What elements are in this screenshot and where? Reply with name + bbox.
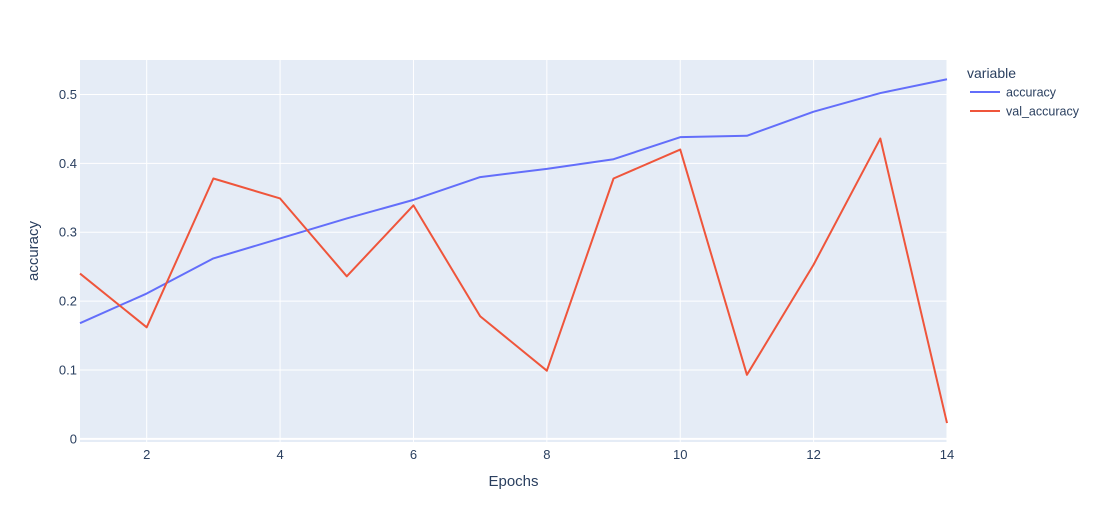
legend-title: variable — [967, 65, 1016, 81]
series-line-val-accuracy[interactable] — [79, 137, 948, 424]
x-tick-label: 12 — [806, 447, 820, 462]
x-tick-label: 8 — [543, 447, 550, 462]
x-tick-label: 6 — [410, 447, 417, 462]
x-tick-label: 10 — [673, 447, 687, 462]
legend-item-val-accuracy[interactable]: val_accuracy — [970, 105, 1080, 119]
x-axis-title: Epochs — [488, 473, 538, 490]
y-tick-label: 0 — [70, 431, 77, 446]
y-tick-label: 0.2 — [59, 294, 77, 309]
legend-label-val-accuracy: val_accuracy — [1006, 105, 1080, 119]
y-tick-label: 0.1 — [59, 363, 77, 378]
tick-labels: 2 4 6 8 10 12 14 0 0.1 0.2 0.3 0.4 0.5 — [59, 87, 954, 462]
y-axis-title: accuracy — [25, 220, 42, 281]
legend[interactable]: variable accuracy val_accuracy — [967, 65, 1080, 119]
y-tick-label: 0.3 — [59, 225, 77, 240]
series-lines — [79, 78, 948, 424]
x-tick-label: 14 — [940, 447, 954, 462]
legend-item-accuracy[interactable]: accuracy — [970, 86, 1057, 100]
y-tick-label: 0.4 — [59, 156, 77, 171]
plot-background — [80, 60, 947, 442]
grid-lines — [80, 60, 948, 442]
x-tick-label: 2 — [143, 447, 150, 462]
x-tick-label: 4 — [276, 447, 283, 462]
legend-label-accuracy: accuracy — [1006, 86, 1057, 100]
series-line-accuracy[interactable] — [79, 78, 948, 325]
y-tick-label: 0.5 — [59, 87, 77, 102]
